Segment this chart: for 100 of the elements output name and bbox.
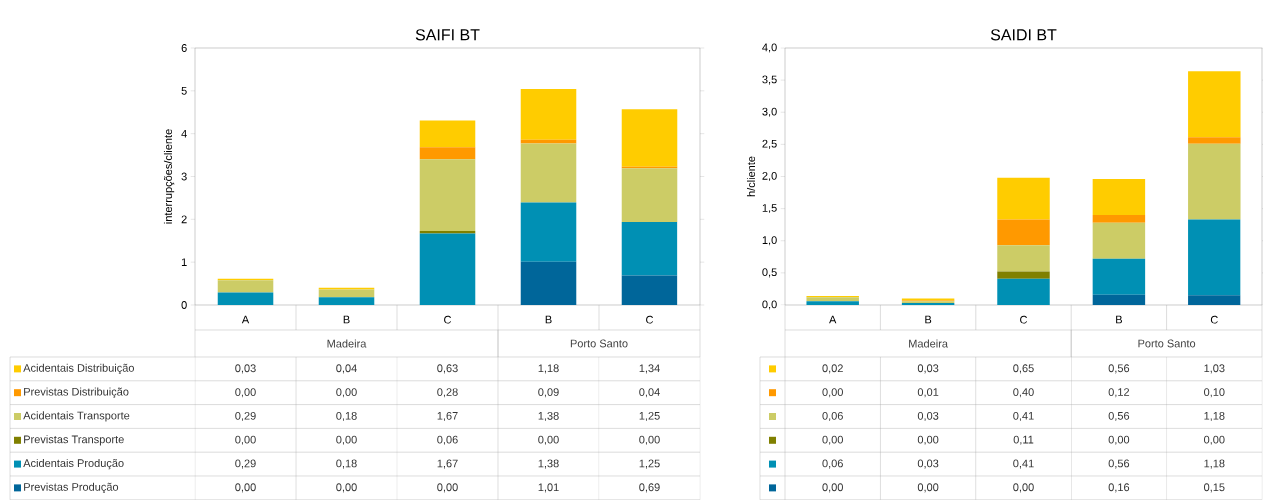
data-label: 0,40 [1013, 388, 1034, 398]
data-label: 0,00 [235, 483, 256, 493]
data-label: 0,00 [822, 388, 843, 398]
data-label: 0,18 [336, 459, 357, 469]
data-label: 0,02 [822, 364, 843, 374]
data-label: 0,00 [538, 435, 559, 445]
y-tick-label: 3 [181, 172, 187, 181]
data-label: 0,00 [235, 388, 256, 398]
data-label: 0,00 [1204, 435, 1225, 445]
y-tick-label: 1 [181, 258, 187, 266]
y-tick-label: 4 [181, 129, 187, 138]
y-tick-label: 3,5 [762, 75, 777, 85]
data-label: 0,12 [1108, 388, 1130, 398]
y-axis-title: interrupções/cliente [163, 129, 175, 224]
data-label: 0,00 [336, 483, 357, 493]
data-label: 0,00 [822, 483, 843, 493]
data-label: 1,03 [1204, 364, 1225, 374]
data-label: 0,06 [437, 435, 458, 445]
data-label: 0,00 [1013, 483, 1034, 493]
x-tick-label: B [343, 315, 350, 324]
data-label: 0,04 [639, 388, 660, 398]
data-label: 0,10 [1204, 388, 1225, 398]
data-label: 0,41 [1013, 411, 1034, 422]
data-label: 0,00 [336, 435, 357, 445]
y-tick-label: 0,0 [762, 300, 777, 310]
y-tick-label: 2,0 [762, 171, 777, 182]
chart-title: SAIFI BT [415, 29, 480, 41]
data-label: 0,69 [639, 483, 660, 493]
data-label: 0,03 [917, 364, 939, 374]
data-label: 0,01 [917, 388, 939, 398]
data-label: 1,01 [538, 483, 559, 493]
data-label: 0,00 [917, 483, 939, 493]
data-label: 1,38 [538, 459, 559, 469]
text: Madeira [327, 339, 367, 348]
data-label: 0,00 [917, 435, 939, 445]
legend-label: Acidentais Produção [23, 458, 124, 470]
x-tick-label: A [829, 315, 837, 324]
data-label: 0,65 [1013, 364, 1034, 374]
data-label: 0,00 [1108, 435, 1130, 445]
data-label: 0,04 [336, 364, 357, 374]
legend-label: Acidentais Transporte [23, 411, 130, 422]
x-tick-label: B [1116, 315, 1122, 324]
data-label: 1,34 [639, 364, 660, 374]
data-label: 0,29 [235, 459, 256, 469]
data-label: 0,11 [1013, 435, 1034, 445]
y-tick-label: 1,5 [762, 204, 777, 214]
legend-label: Previstas Distribuição [24, 387, 129, 398]
chart-title: SAIDI BT [990, 29, 1057, 41]
y-tick-label: 1,0 [762, 236, 777, 246]
data-label: 0,16 [1108, 483, 1130, 493]
data-label: 0,03 [917, 459, 939, 469]
data-label: 0,18 [336, 411, 357, 422]
data-label: 0,63 [437, 364, 458, 374]
data-label: 0,15 [1204, 483, 1225, 493]
data-label: 0,00 [822, 435, 843, 445]
y-tick-label: 3,0 [762, 107, 777, 117]
x-tick-label: C [1210, 315, 1218, 324]
data-label: 1,67 [437, 459, 458, 469]
data-label: 0,03 [917, 411, 939, 422]
legend-label: Previstas Produção [24, 482, 119, 494]
data-label: 1,18 [1204, 459, 1225, 469]
data-label: 0,00 [235, 435, 256, 445]
y-tick-label: 5 [181, 87, 187, 95]
legend-label: Acidentais Distribuição [23, 363, 134, 375]
data-label: 0,56 [1108, 364, 1130, 374]
data-label: 0,00 [639, 435, 660, 445]
data-label: 1,25 [639, 411, 660, 422]
y-tick-label: 6 [181, 44, 187, 52]
x-tick-label: C [1020, 315, 1028, 324]
x-tick-label: A [241, 315, 250, 324]
legend-label: Previstas Transporte [24, 435, 124, 446]
text: Madeira [909, 339, 948, 348]
y-tick-label: 0 [181, 301, 187, 309]
data-label: 0,29 [235, 411, 256, 422]
data-label: 0,28 [437, 388, 458, 398]
data-label: 0,00 [336, 388, 357, 398]
y-tick-label: 2 [181, 215, 187, 224]
data-label: 0,06 [822, 459, 843, 469]
text: Porto Santo [1138, 339, 1196, 348]
y-axis-title: h/cliente [746, 156, 756, 197]
x-tick-label: B [545, 315, 552, 324]
data-label: 0,00 [437, 483, 458, 493]
data-label: 1,25 [639, 459, 660, 469]
data-label: 0,06 [822, 411, 843, 422]
data-label: 0,41 [1013, 459, 1034, 469]
x-tick-label: C [444, 315, 452, 324]
data-label: 0,56 [1108, 459, 1130, 469]
data-label: 1,67 [437, 411, 458, 422]
text: Porto Santo [570, 339, 628, 348]
y-tick-label: 4,0 [762, 43, 777, 53]
data-label: 0,09 [538, 388, 559, 398]
x-tick-label: B [925, 315, 932, 324]
data-label: 0,56 [1108, 411, 1130, 422]
data-label: 1,38 [538, 411, 559, 422]
data-label: 0,03 [235, 364, 256, 374]
data-label: 1,18 [538, 364, 559, 374]
y-tick-label: 0,5 [762, 268, 777, 278]
y-tick-label: 2,5 [762, 139, 777, 149]
data-label: 1,18 [1204, 411, 1225, 422]
x-tick-label: C [646, 315, 654, 324]
